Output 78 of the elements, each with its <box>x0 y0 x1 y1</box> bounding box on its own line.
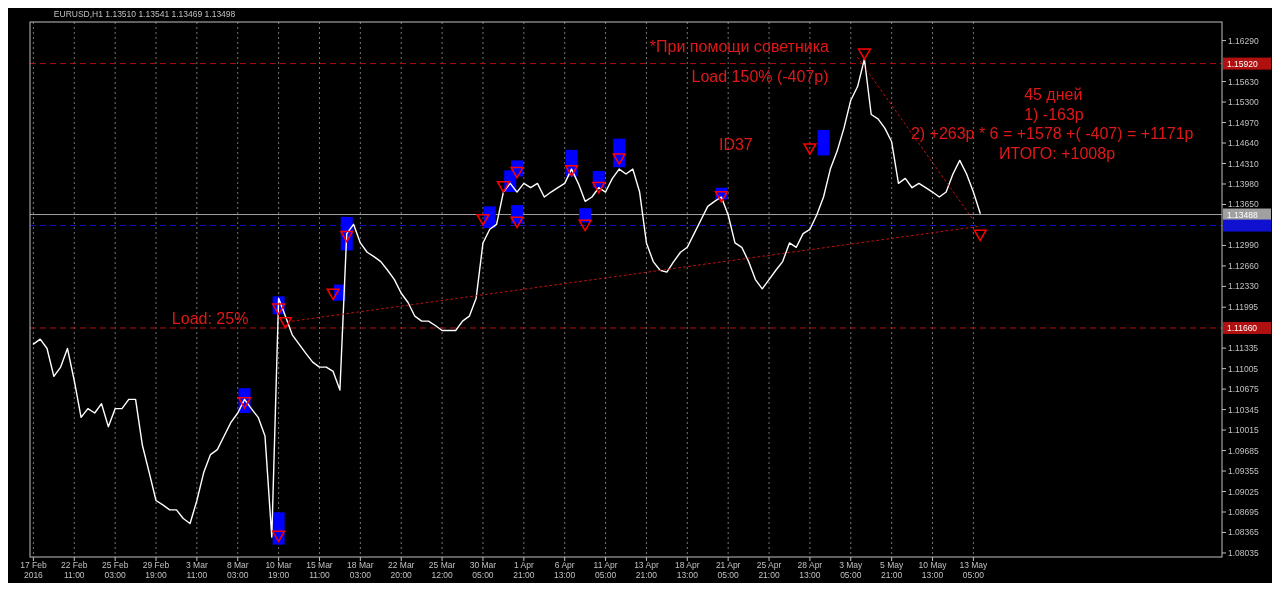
x-tick-label: 18 Mar 03:00 <box>347 560 374 580</box>
point <box>857 48 872 60</box>
x-tick-label: 13 Apr 21:00 <box>634 560 659 580</box>
y-tick-label: 1.09025 <box>1228 486 1259 497</box>
point <box>973 229 987 242</box>
x-tick-label: 1 Apr 21:00 <box>513 560 535 580</box>
ref-line-label: 1.15920 <box>1227 59 1258 70</box>
y-tick-label: 1.12660 <box>1228 260 1259 271</box>
bar <box>817 129 830 156</box>
x-tick-label: 17 Feb 2016 <box>20 560 47 580</box>
annotation: *При помощи советника <box>649 38 830 56</box>
x-tick-label: 28 Apr 13:00 <box>797 560 823 580</box>
y-tick-label: 1.08695 <box>1228 507 1259 517</box>
y-tick-label: 1.09685 <box>1228 445 1259 456</box>
annotation: 45 дней <box>1024 86 1083 104</box>
annotation: ID37 <box>718 135 753 153</box>
x-tick-label: 15 Mar 11:00 <box>306 560 333 580</box>
annotation: ИТОГО: +1008р <box>999 145 1116 163</box>
x-tick-label: 10 May 13:00 <box>918 560 948 580</box>
x-tick-label: 22 Feb 11:00 <box>61 560 88 580</box>
y-tick-label: 1.14970 <box>1228 117 1259 128</box>
point <box>271 530 286 543</box>
ref-line-label: 1.13488 <box>1227 210 1258 221</box>
point <box>496 181 511 193</box>
y-tick-label: 1.13650 <box>1228 199 1259 210</box>
y-tick-label: 1.13980 <box>1228 178 1259 189</box>
x-tick-label: 8 Mar 03:00 <box>226 560 249 580</box>
x-tick-label: 18 Apr 13:00 <box>675 560 700 580</box>
y-tick-label: 1.15630 <box>1228 76 1259 87</box>
x-tick-label: 25 Mar 12:00 <box>428 560 456 580</box>
point <box>564 164 579 177</box>
x-tick-label: 11 Apr 05:00 <box>593 560 618 580</box>
x-tick-label: 22 Mar 20:00 <box>387 560 415 580</box>
x-tick-label: 13 May 05:00 <box>959 560 989 580</box>
x-tick-label: 21 Apr 05:00 <box>715 560 741 580</box>
point <box>592 181 606 194</box>
point <box>510 216 524 229</box>
y-tick-label: 1.14640 <box>1228 138 1259 149</box>
annotation: 2) +263р * 6 = +1578 +( -407) = +1171р <box>910 125 1194 143</box>
point <box>803 143 817 155</box>
y-tick-label: 1.08365 <box>1228 527 1259 538</box>
point <box>271 303 286 316</box>
point <box>278 317 293 329</box>
ref-line-label: 1.11660 <box>1227 323 1258 334</box>
x-tick-label: 25 Apr 21:00 <box>756 560 782 580</box>
y-tick-label: 1.10345 <box>1228 404 1259 415</box>
x-tick-label: 29 Feb 19:00 <box>142 560 170 580</box>
y-tick-label: 1.11995 <box>1228 302 1259 313</box>
x-tick-label: 3 Mar 11:00 <box>186 560 208 580</box>
y-tick-label: 1.11335 <box>1228 343 1259 354</box>
y-tick-label: 1.10015 <box>1228 425 1259 436</box>
y-tick-label: 1.11005 <box>1228 363 1259 374</box>
point <box>326 288 340 301</box>
text: EURUSD,H1 1.13510 1.13541 1.13469 1.13498 <box>53 8 236 19</box>
annotation: 1) -163р <box>1024 106 1084 124</box>
y-tick-label: 1.14310 <box>1228 158 1259 169</box>
y-tick-label: 1.12330 <box>1228 281 1259 292</box>
y-tick-label: 1.16290 <box>1228 35 1259 46</box>
point <box>237 397 252 409</box>
y-tick-label: 1.15300 <box>1228 97 1259 108</box>
y-tick-label: 1.10675 <box>1228 384 1259 395</box>
annotation: Load: 25% <box>171 309 249 327</box>
x-tick-label: 6 Apr 13:00 <box>554 560 576 580</box>
point <box>714 191 728 203</box>
point <box>340 230 354 243</box>
x-tick-label: 25 Feb 03:00 <box>101 560 129 580</box>
y-tick-label: 1.09355 <box>1228 466 1259 477</box>
point <box>612 153 626 165</box>
x-tick-label: 3 May 05:00 <box>839 560 864 580</box>
point <box>578 219 592 232</box>
annotation: Load 150% (-407р) <box>691 67 829 85</box>
point <box>510 166 524 179</box>
y-tick-label: 1.08035 <box>1228 547 1259 558</box>
y-tick-label: 1.12990 <box>1228 240 1259 251</box>
x-tick-label: 30 Mar 05:00 <box>469 560 497 580</box>
point <box>476 213 490 226</box>
x-tick-label: 10 Mar 19:00 <box>265 560 293 580</box>
x-tick-label: 5 May 21:00 <box>880 560 904 580</box>
